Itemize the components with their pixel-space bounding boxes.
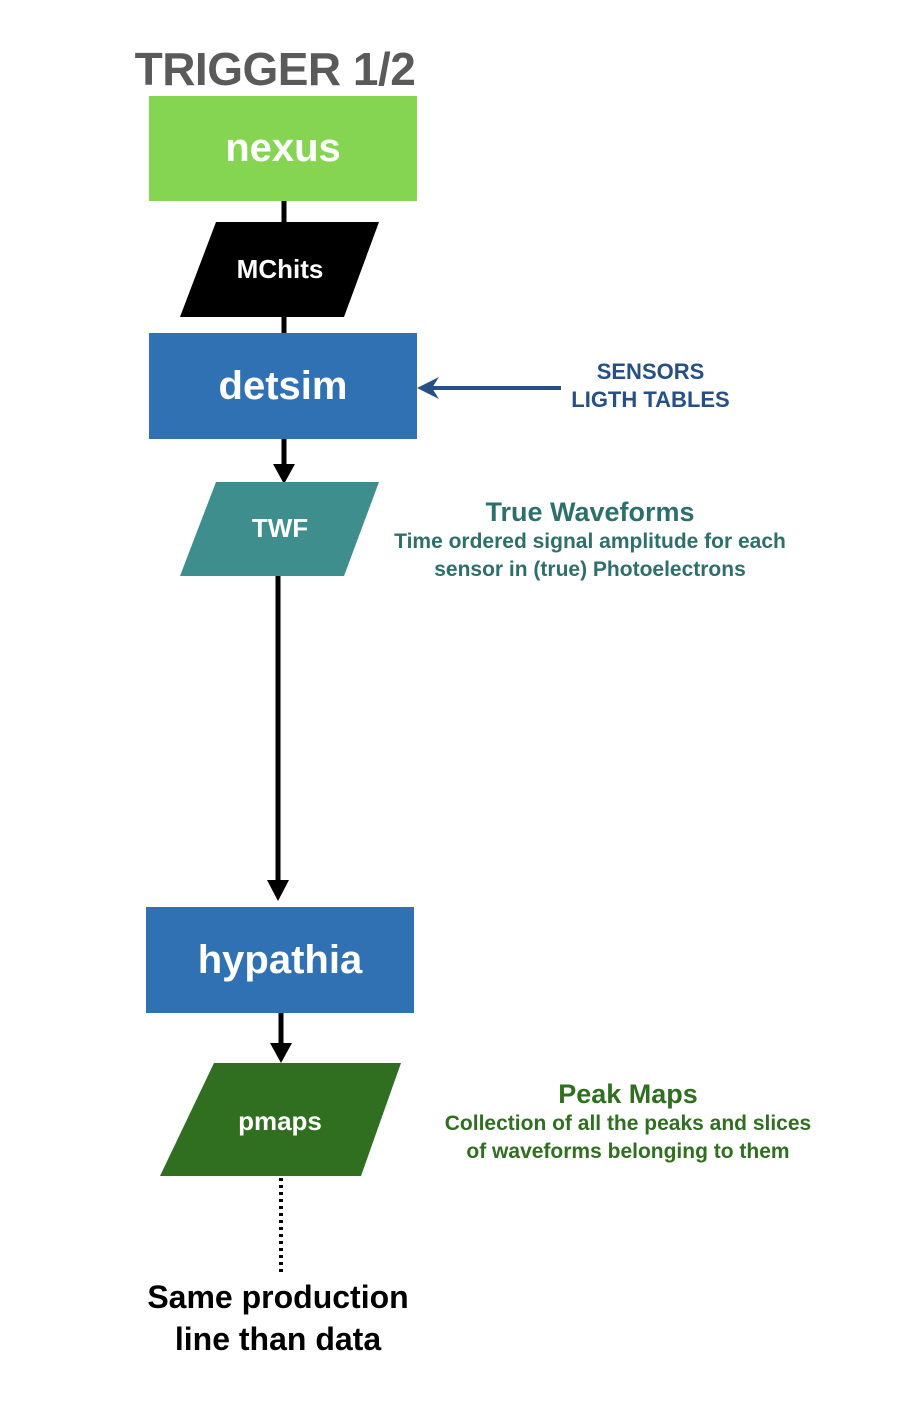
twf-note: True Waveforms Time ordered signal ampli…	[350, 496, 830, 584]
nexus-label: nexus	[225, 126, 341, 170]
diagram-title: TRIGGER 1/2	[134, 43, 416, 95]
twf-label: TWF	[251, 513, 309, 543]
pmaps-label: pmaps	[238, 1106, 322, 1136]
sensors-line1: SENSORS	[596, 359, 705, 384]
twf-shape	[180, 482, 379, 576]
footer-line2: line than data	[174, 1321, 382, 1357]
nexus-node: nexus	[149, 96, 417, 201]
hypathia-label: hypathia	[197, 937, 363, 982]
pmaps-shape	[160, 1063, 401, 1176]
pmaps-note-title: Peak Maps	[558, 1079, 698, 1109]
arrowhead-sensors-detsim	[417, 377, 439, 399]
arrowhead-detsim-twf	[273, 464, 295, 484]
footer-line1: Same production	[147, 1279, 409, 1315]
footer-note: Same production line than data	[118, 1276, 438, 1360]
detsim-node: detsim	[149, 333, 417, 439]
pmaps-note-line2: of waveforms belonging to them	[466, 1140, 790, 1163]
sensors-note: SENSORS LIGTH TABLES	[548, 358, 753, 414]
twf-note-line1: Time ordered signal amplitude for each	[394, 530, 786, 553]
hypathia-node: hypathia	[146, 907, 414, 1013]
mchits-shape	[180, 222, 379, 317]
arrowhead-twf-hypathia	[267, 880, 289, 901]
sensors-line2: LIGTH TABLES	[571, 387, 730, 412]
arrowhead-hypathia-pmaps	[270, 1043, 292, 1063]
twf-note-title: True Waveforms	[485, 497, 695, 527]
pmaps-note-line1: Collection of all the peaks and slices	[444, 1112, 812, 1135]
detsim-label: detsim	[218, 363, 348, 408]
twf-note-line2: sensor in (true) Photoelectrons	[434, 558, 746, 581]
pmaps-note: Peak Maps Collection of all the peaks an…	[400, 1078, 856, 1166]
mchits-label: MChits	[236, 254, 324, 284]
